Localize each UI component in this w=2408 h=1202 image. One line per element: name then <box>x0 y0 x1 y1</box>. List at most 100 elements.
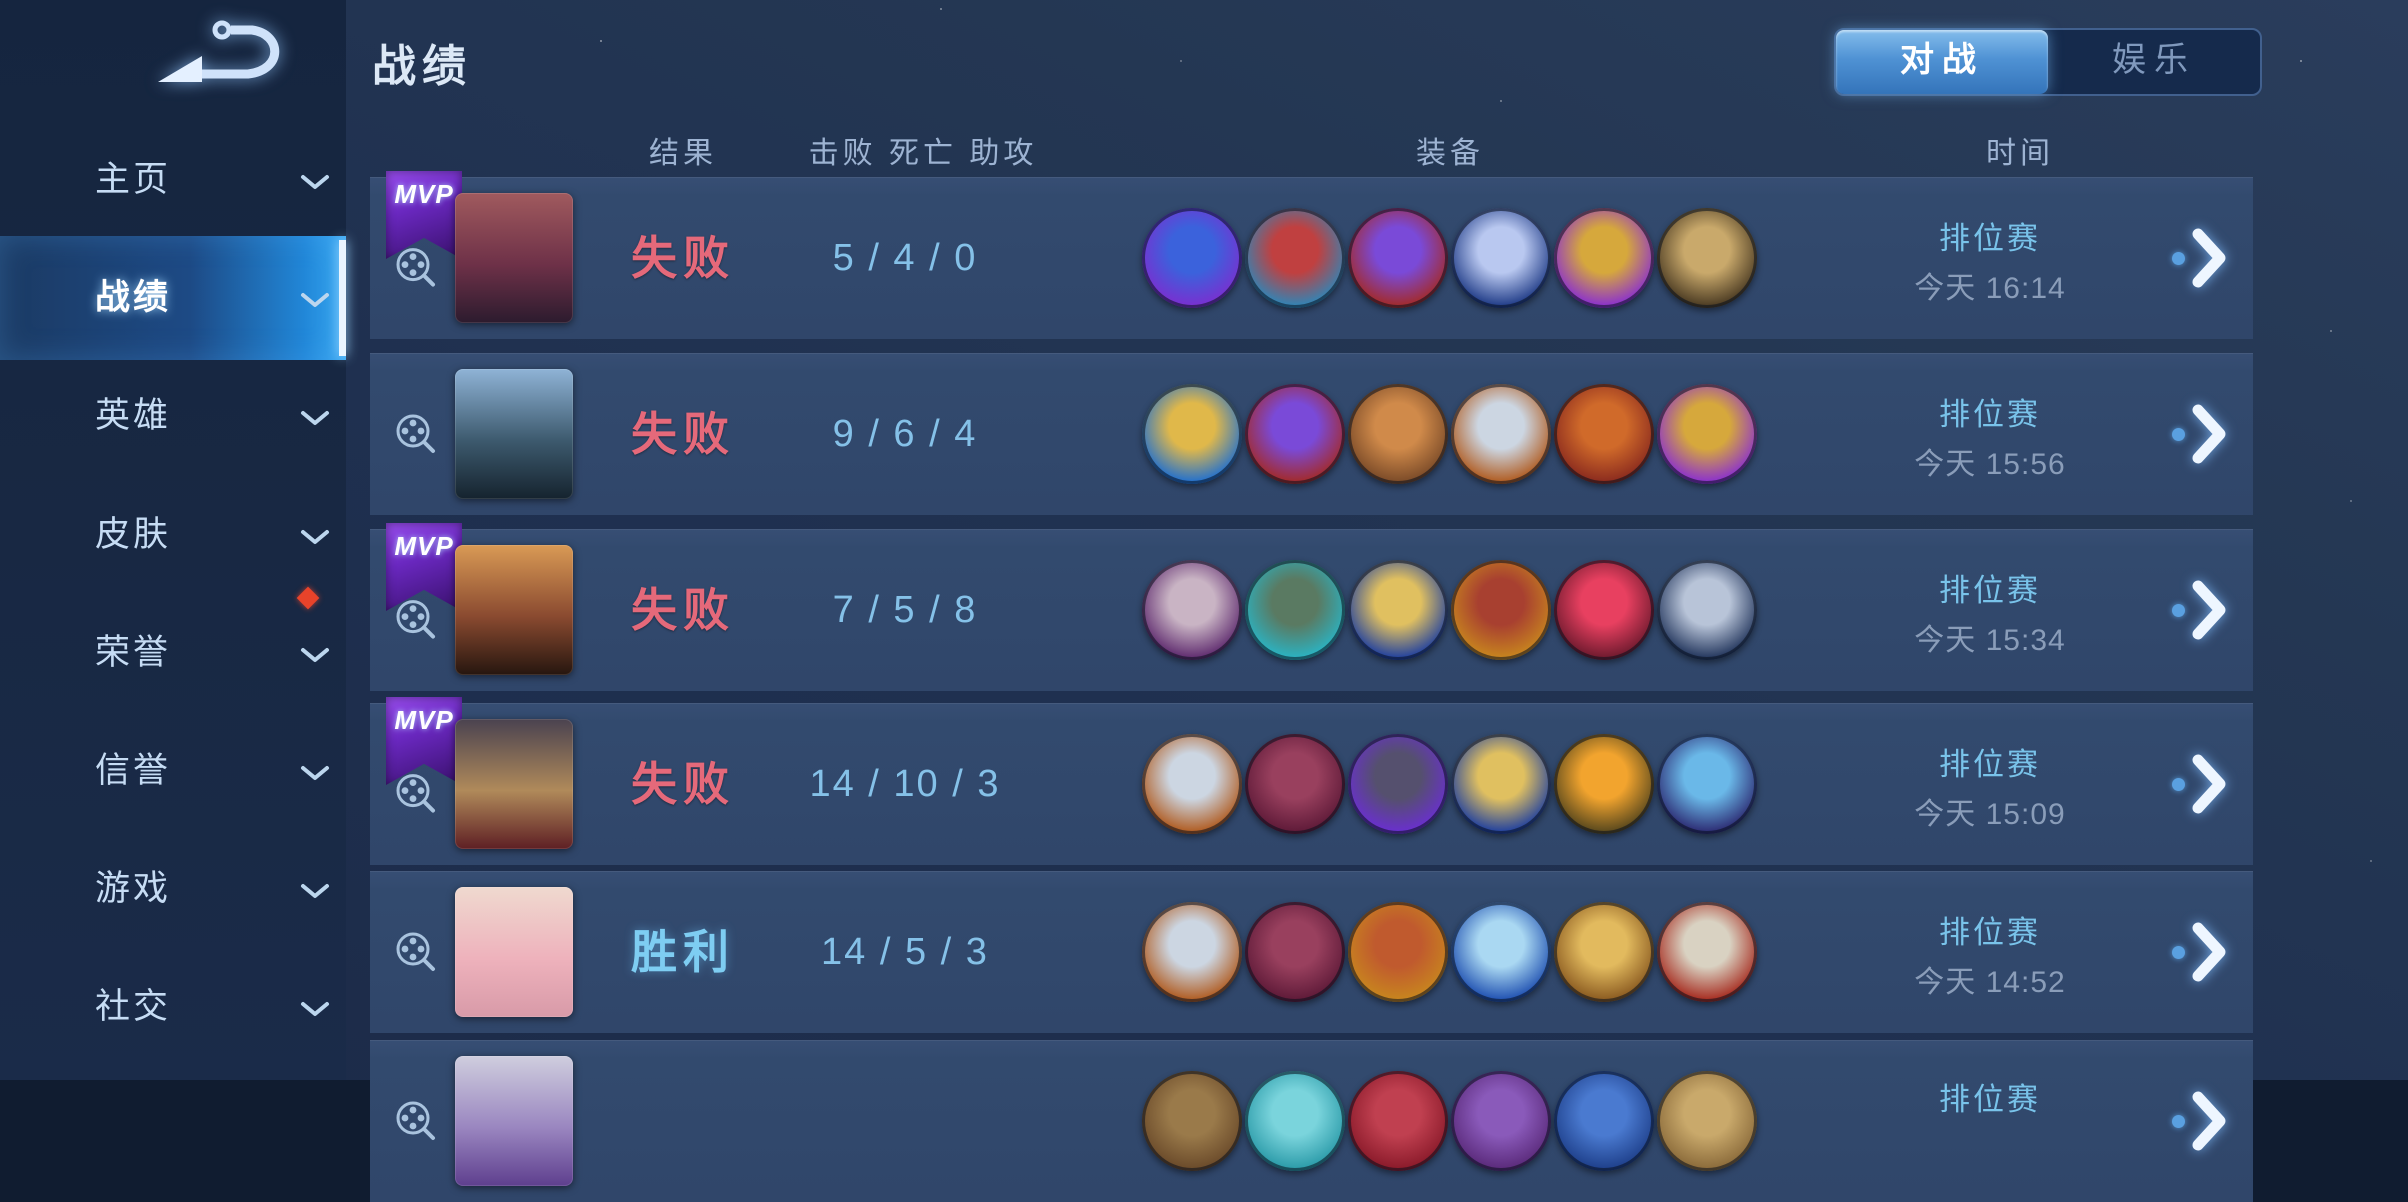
column-kda: 击败 死亡 助攻 <box>808 137 1038 170</box>
arrow-dot <box>2172 1115 2185 1128</box>
replay-film-icon[interactable] <box>392 596 440 644</box>
hero-avatar <box>455 369 573 499</box>
equipment-item-5 <box>1554 384 1654 484</box>
hero-avatar <box>455 887 573 1017</box>
equipment-item-4 <box>1451 1071 1551 1171</box>
match-time-block: 排位赛 今天 14:52 <box>1840 871 2140 1033</box>
arrow-dot <box>2172 428 2185 441</box>
column-equipment: 装备 <box>1416 137 1484 170</box>
match-row[interactable]: MVP 失败 14 / 10 / 3 排位赛 今天 15:09 <box>370 697 2253 865</box>
arrow-dot <box>2172 778 2185 791</box>
equipment-item-6 <box>1657 902 1757 1002</box>
kda-value: 5 / 4 / 0 <box>832 237 978 279</box>
replay-film-icon[interactable] <box>392 770 440 818</box>
match-row[interactable]: MVP 排位赛 <box>370 1040 2253 1202</box>
equipment-item-6 <box>1657 734 1757 834</box>
match-row[interactable]: MVP 失败 5 / 4 / 0 排位赛 今天 16:14 <box>370 171 2253 339</box>
hero-avatar <box>455 545 573 675</box>
equipment-items <box>1142 734 1757 834</box>
match-result: 失败 <box>631 232 735 284</box>
equipment-item-6 <box>1657 208 1757 308</box>
equipment-item-1 <box>1142 208 1242 308</box>
match-row[interactable]: MVP 胜利 14 / 5 / 3 排位赛 今天 14:52 <box>370 871 2253 1033</box>
sidebar-item-label: 游戏 <box>95 869 172 908</box>
kda-value: 14 / 10 / 3 <box>809 763 1001 805</box>
equipment-item-2 <box>1245 384 1345 484</box>
row-detail-arrow[interactable] <box>2170 752 2240 816</box>
back-swoosh-logo[interactable] <box>150 12 290 102</box>
replay-film-icon[interactable] <box>392 244 440 292</box>
equipment-item-5 <box>1554 560 1654 660</box>
equipment-item-2 <box>1245 902 1345 1002</box>
match-mode: 排位赛 <box>1939 1082 2041 1117</box>
chevron-down-icon <box>301 1002 329 1016</box>
equipment-item-1 <box>1142 1071 1242 1171</box>
arrow-dot <box>2172 604 2185 617</box>
sidebar-item-label: 社交 <box>95 987 172 1026</box>
equipment-items <box>1142 560 1757 660</box>
match-time-block: 排位赛 <box>1840 1040 2140 1202</box>
sidebar-item-4[interactable]: 皮肤 <box>0 500 346 570</box>
replay-film-icon[interactable] <box>392 410 440 458</box>
replay-film-icon[interactable] <box>392 1097 440 1145</box>
sidebar-item-1[interactable]: 主页 <box>0 145 346 215</box>
hero-avatar <box>455 1056 573 1186</box>
match-time-block: 排位赛 今天 15:56 <box>1840 353 2140 515</box>
row-detail-arrow[interactable] <box>2170 402 2240 466</box>
match-time: 今天 15:09 <box>1914 798 2066 831</box>
equipment-item-3 <box>1348 560 1448 660</box>
row-detail-arrow[interactable] <box>2170 226 2240 290</box>
match-mode: 排位赛 <box>1939 915 2041 950</box>
sidebar-item-label: 信誉 <box>95 751 172 790</box>
kda-value <box>790 1040 1020 1202</box>
equipment-item-3 <box>1348 734 1448 834</box>
equipment-items <box>1142 1071 1757 1171</box>
equipment-item-1 <box>1142 384 1242 484</box>
sidebar-item-2[interactable]: 战绩 <box>0 236 346 360</box>
match-time: 今天 15:34 <box>1914 624 2066 657</box>
sidebar-item-5[interactable]: 荣誉 <box>0 586 346 688</box>
match-mode: 排位赛 <box>1939 573 2041 608</box>
match-row[interactable]: MVP 失败 9 / 6 / 4 排位赛 今天 15:56 <box>370 353 2253 515</box>
kda-value: 9 / 6 / 4 <box>832 413 978 455</box>
sidebar-item-6[interactable]: 信誉 <box>0 736 346 806</box>
row-detail-arrow[interactable] <box>2170 578 2240 642</box>
equipment-items <box>1142 208 1757 308</box>
hero-avatar <box>455 719 573 849</box>
sidebar-item-7[interactable]: 游戏 <box>0 854 346 924</box>
match-row[interactable]: MVP 失败 7 / 5 / 8 排位赛 今天 15:34 <box>370 523 2253 691</box>
match-result: 失败 <box>631 408 735 460</box>
page-title: 战绩 <box>372 42 472 91</box>
sidebar-item-3[interactable]: 英雄 <box>0 381 346 451</box>
kda-value: 7 / 5 / 8 <box>832 589 978 631</box>
match-result: 失败 <box>631 584 735 636</box>
equipment-item-5 <box>1554 734 1654 834</box>
tab-entertainment[interactable]: 娱乐 <box>2112 41 2196 79</box>
match-time: 今天 16:14 <box>1914 272 2066 305</box>
equipment-item-1 <box>1142 902 1242 1002</box>
chevron-down-icon <box>301 411 329 425</box>
replay-film-icon[interactable] <box>392 928 440 976</box>
sidebar-item-8[interactable]: 社交 <box>0 972 346 1042</box>
equipment-item-4 <box>1451 734 1551 834</box>
sidebar-item-label: 战绩 <box>95 278 172 317</box>
tab-battle[interactable]: 对战 <box>1836 30 2048 94</box>
column-result: 结果 <box>649 137 717 170</box>
row-detail-arrow[interactable] <box>2170 1089 2240 1153</box>
kda-value: 14 / 5 / 3 <box>821 931 989 973</box>
equipment-item-2 <box>1245 560 1345 660</box>
hero-avatar <box>455 193 573 323</box>
equipment-item-3 <box>1348 384 1448 484</box>
match-time-block: 排位赛 今天 15:09 <box>1840 703 2140 865</box>
equipment-items <box>1142 384 1757 484</box>
match-time: 今天 14:52 <box>1914 966 2066 999</box>
chevron-down-icon <box>301 175 329 189</box>
sidebar-item-label: 皮肤 <box>95 515 172 554</box>
equipment-item-1 <box>1142 734 1242 834</box>
mvp-badge-label: MVP <box>394 531 454 561</box>
equipment-item-2 <box>1245 208 1345 308</box>
match-result <box>598 1040 768 1202</box>
row-detail-arrow[interactable] <box>2170 920 2240 984</box>
match-mode: 排位赛 <box>1939 221 2041 256</box>
equipment-item-4 <box>1451 384 1551 484</box>
